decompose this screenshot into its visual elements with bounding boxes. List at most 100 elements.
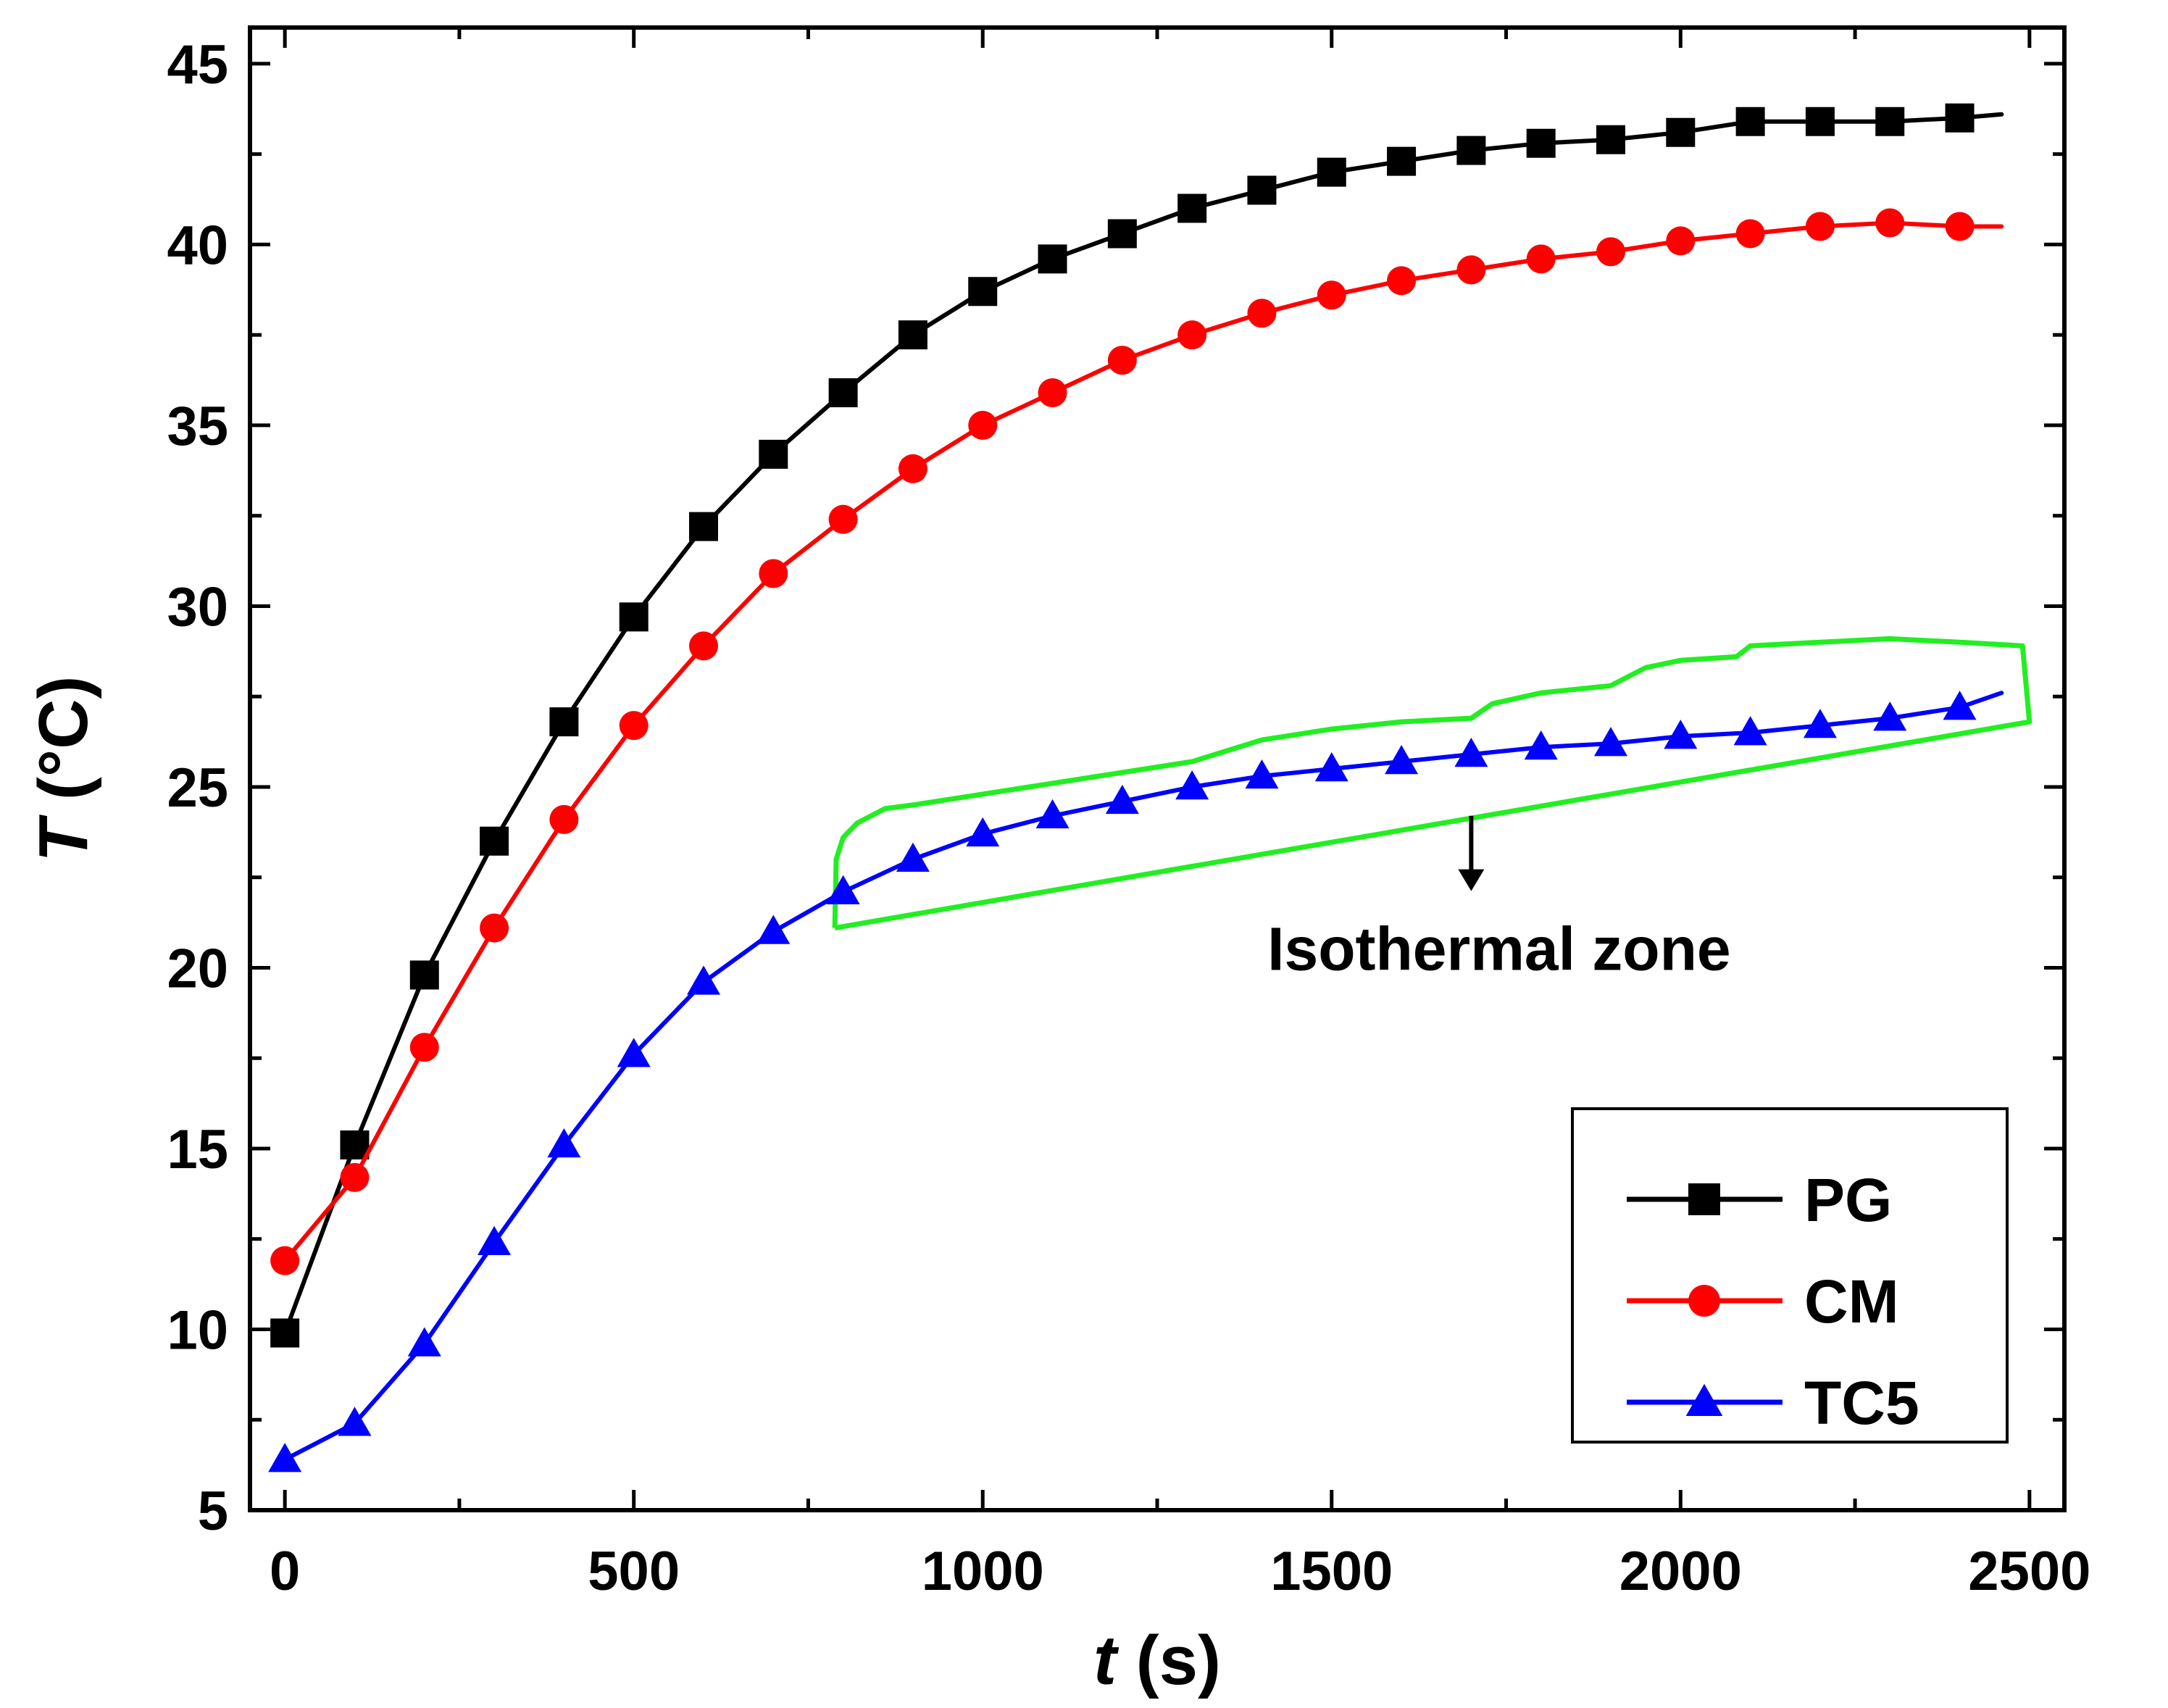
series-point-tc5-17 xyxy=(1454,738,1488,767)
series-point-tc5-20 xyxy=(1664,720,1698,749)
series-point-tc5-4 xyxy=(547,1128,581,1158)
series-point-pg-21 xyxy=(1735,107,1765,136)
isothermal-zone-outline xyxy=(832,636,2032,931)
series-point-pg-2 xyxy=(409,960,439,990)
series-point-cm-16 xyxy=(1387,266,1417,296)
y-tick-label: 15 xyxy=(167,1119,228,1180)
x-tick-label: 500 xyxy=(588,1541,680,1602)
series-point-cm-10 xyxy=(968,410,998,440)
series-point-pg-19 xyxy=(1596,125,1625,154)
series-point-pg-6 xyxy=(689,512,718,541)
series-point-cm-1 xyxy=(340,1162,370,1192)
series-point-pg-24 xyxy=(1945,103,1975,133)
series-point-tc5-13 xyxy=(1175,770,1209,800)
series-point-tc5-16 xyxy=(1385,745,1419,775)
series-point-cm-8 xyxy=(828,504,858,534)
series-point-pg-13 xyxy=(1177,193,1207,223)
series-point-cm-11 xyxy=(1038,378,1067,408)
x-tick-label: 1500 xyxy=(1270,1541,1393,1602)
series-point-pg-5 xyxy=(619,602,649,632)
series-point-pg-11 xyxy=(1038,244,1067,274)
y-axis-title: T (°C) xyxy=(25,676,102,862)
x-tick-label: 2000 xyxy=(1619,1541,1742,1602)
legend-label-cm: CM xyxy=(1804,1267,1899,1336)
series-point-cm-7 xyxy=(759,559,788,588)
legend-label-pg: PG xyxy=(1804,1166,1892,1234)
series-point-pg-3 xyxy=(480,826,509,856)
series-point-cm-23 xyxy=(1875,208,1905,238)
y-axis-unit: (°C) xyxy=(25,676,102,820)
annotation-layer: Isothermal zone xyxy=(832,636,2032,983)
y-tick-label: 20 xyxy=(167,938,228,999)
series-layer xyxy=(268,103,2004,1472)
y-tick-label: 35 xyxy=(167,396,228,457)
series-point-cm-5 xyxy=(619,711,649,741)
x-axis-unit: (s) xyxy=(1117,1622,1221,1699)
series-point-cm-21 xyxy=(1735,219,1765,249)
series-point-tc5-1 xyxy=(338,1407,372,1436)
series-point-tc5-5 xyxy=(617,1038,651,1067)
series-point-pg-18 xyxy=(1526,128,1556,158)
series-point-cm-24 xyxy=(1945,212,1975,241)
series-point-tc5-12 xyxy=(1105,784,1139,815)
series-point-tc5-6 xyxy=(687,965,720,995)
series-point-tc5-7 xyxy=(756,915,791,944)
y-tick-label: 5 xyxy=(198,1480,228,1542)
y-tick-label: 10 xyxy=(167,1299,228,1361)
series-point-cm-4 xyxy=(549,804,579,834)
series-point-cm-20 xyxy=(1666,226,1696,256)
series-point-cm-6 xyxy=(689,631,718,661)
series-point-pg-9 xyxy=(898,320,927,350)
axes-layer: 0 500 1000 1500 2000 2500 5 10 15 20 25 30 35 40 45 t (… xyxy=(25,25,2090,1699)
series-point-tc5-2 xyxy=(407,1327,441,1357)
x-axis-title: t (s) xyxy=(1093,1622,1221,1699)
y-tick-label: 40 xyxy=(167,214,228,276)
series-point-pg-23 xyxy=(1875,107,1905,136)
annotation-arrow-head xyxy=(1458,869,1485,891)
y-axis-variable: T xyxy=(25,814,102,862)
series-point-tc5-9 xyxy=(896,842,930,872)
series-point-cm-18 xyxy=(1526,244,1556,274)
series-point-pg-15 xyxy=(1317,157,1346,187)
series-point-pg-14 xyxy=(1247,175,1277,205)
series-point-cm-15 xyxy=(1317,280,1346,310)
series-point-pg-12 xyxy=(1107,219,1137,249)
series-point-cm-13 xyxy=(1177,320,1207,350)
series-point-cm-12 xyxy=(1107,346,1137,375)
series-point-tc5-14 xyxy=(1245,759,1279,789)
series-point-cm-14 xyxy=(1247,299,1277,328)
series-point-pg-22 xyxy=(1805,107,1835,136)
y-tick-label: 25 xyxy=(167,757,228,819)
series-point-tc5-15 xyxy=(1314,752,1348,782)
annotation-label: Isothermal zone xyxy=(1267,915,1730,983)
series-point-tc5-24 xyxy=(1943,691,1977,720)
series-point-cm-19 xyxy=(1596,237,1625,267)
series-point-cm-3 xyxy=(480,913,509,943)
series-point-tc5-22 xyxy=(1803,709,1837,738)
series-point-cm-9 xyxy=(898,454,927,483)
series-point-pg-16 xyxy=(1387,146,1417,176)
series-point-pg-8 xyxy=(828,378,858,408)
series-point-tc5-8 xyxy=(826,875,860,904)
series-point-tc5-23 xyxy=(1873,701,1907,731)
x-axis-variable: t xyxy=(1093,1622,1120,1699)
legend-marker-tc5 xyxy=(1685,1383,1723,1416)
legend-label-tc5: TC5 xyxy=(1804,1369,1919,1437)
series-point-pg-4 xyxy=(549,707,579,737)
series-point-cm-2 xyxy=(409,1033,439,1062)
legend-box xyxy=(1571,1107,2009,1444)
series-point-pg-20 xyxy=(1666,117,1696,147)
legend-marker-cm xyxy=(1688,1285,1720,1317)
series-point-cm-17 xyxy=(1456,255,1486,285)
y-tick-label: 30 xyxy=(167,576,228,638)
series-point-tc5-18 xyxy=(1524,730,1558,760)
legend-marker-pg xyxy=(1688,1183,1720,1215)
series-line-tc5 xyxy=(283,691,2004,1462)
series-point-tc5-21 xyxy=(1733,716,1767,746)
series-point-pg-7 xyxy=(759,439,788,469)
x-tick-label: 2500 xyxy=(1968,1541,2090,1602)
series-point-cm-0 xyxy=(270,1246,300,1275)
series-point-tc5-11 xyxy=(1035,799,1070,829)
